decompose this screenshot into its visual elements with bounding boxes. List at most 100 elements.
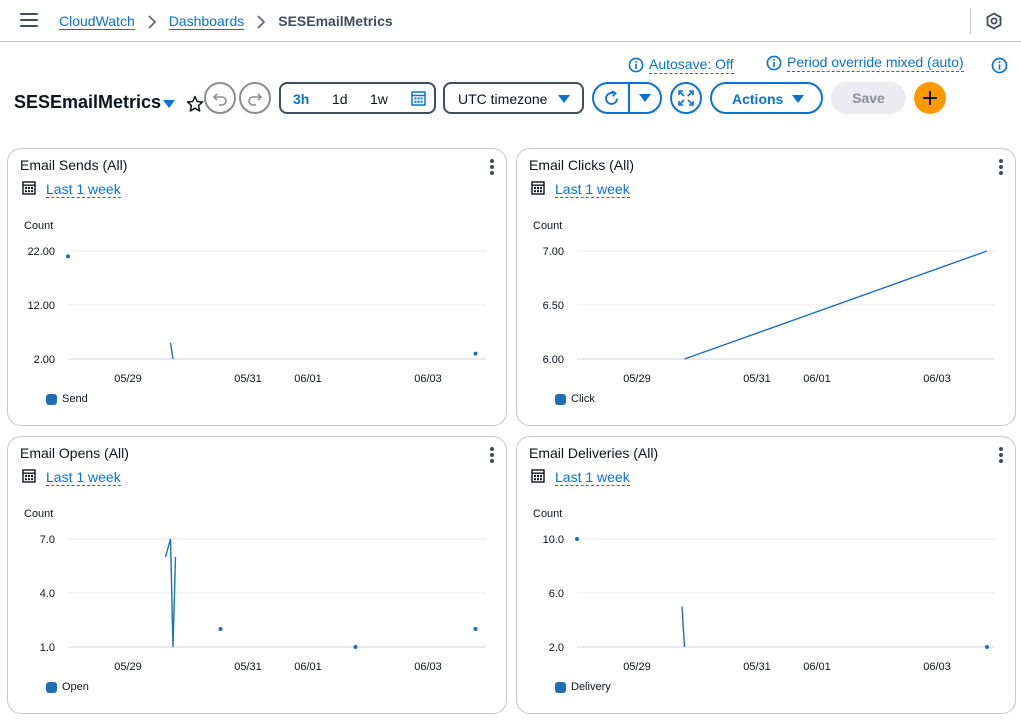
full-screen-button[interactable] (670, 82, 702, 114)
chart-plot: Count 2.00 12.00 22.00 05/29 05/31 06/01 06/03 (24, 220, 486, 385)
data-point[interactable] (985, 645, 989, 649)
x-tick-label: 05/29 (623, 373, 651, 385)
undo-icon (212, 93, 227, 106)
range-1w[interactable]: 1w (370, 91, 388, 107)
widget-menu-icon[interactable] (999, 447, 1003, 463)
star-icon[interactable] (186, 95, 204, 113)
data-point[interactable] (66, 254, 70, 259)
legend-swatch (46, 393, 57, 405)
widget-menu-icon[interactable] (490, 159, 494, 175)
period-override-link[interactable]: Period override mixed (auto) (766, 54, 964, 72)
widget-time-range-link[interactable]: Last 1 week (46, 181, 121, 198)
widget-menu-icon[interactable] (490, 447, 494, 463)
undo-button[interactable] (204, 82, 236, 114)
data-point[interactable] (575, 537, 579, 541)
legend-label: Send (62, 393, 88, 405)
data-point[interactable] (473, 351, 478, 356)
legend-item[interactable]: Open (46, 681, 89, 693)
autosave-label: Autosave: Off (649, 56, 734, 74)
widget-time-range-link[interactable]: Last 1 week (555, 469, 630, 486)
y-tick-label: 4.0 (40, 588, 55, 600)
settings-hexagon-icon[interactable] (985, 12, 1003, 30)
x-tick-label: 06/03 (923, 661, 951, 673)
x-tick-label: 06/01 (294, 661, 322, 673)
calendar-icon (531, 469, 545, 483)
widget-time-range-link[interactable]: Last 1 week (555, 181, 630, 198)
y-axis-label: Count (533, 508, 562, 520)
legend-item[interactable]: Delivery (555, 681, 611, 693)
menu-icon[interactable] (20, 12, 38, 28)
autosave-info-link[interactable]: Autosave: Off (628, 56, 734, 74)
data-point[interactable] (353, 645, 358, 649)
calendar-icon[interactable] (411, 91, 426, 106)
redo-icon (248, 93, 263, 106)
x-tick-label: 05/31 (743, 373, 771, 385)
legend-item[interactable]: Click (555, 393, 595, 405)
y-tick-label: 12.00 (27, 300, 55, 312)
y-tick-label: 6.00 (543, 354, 564, 366)
refresh-button-group (592, 82, 662, 114)
data-point[interactable] (473, 627, 478, 631)
y-tick-label: 22.00 (27, 246, 55, 258)
widget-email-deliveries: Count 2.0 6.0 10.0 05/29 05/31 06/01 06/03 Email… (516, 436, 1016, 714)
caret-down-icon[interactable] (639, 94, 651, 102)
chart-plot: Count 2.0 6.0 10.0 05/29 05/31 06/01 06/03 (533, 508, 995, 673)
breadcrumb-current: SESEmailMetrics (278, 13, 393, 29)
y-tick-label: 2.00 (34, 354, 55, 366)
widget-title: Email Opens (All) (20, 445, 129, 461)
x-tick-label: 06/01 (803, 373, 831, 385)
legend-item[interactable]: Send (46, 393, 88, 405)
range-3h[interactable]: 3h (293, 91, 310, 107)
y-tick-label: 6.0 (549, 588, 564, 600)
chart-plot: Count 1.0 4.0 7.0 05/29 05/31 06/01 06/03 (24, 508, 486, 673)
timezone-select[interactable]: UTC timezone (443, 82, 584, 114)
widget-time-range-link[interactable]: Last 1 week (46, 469, 121, 486)
legend-swatch (555, 393, 566, 405)
series-line[interactable] (684, 250, 988, 360)
widget-email-sends: Count 2.00 12.00 22.00 05/29 05/31 06/01 06/03 E… (7, 148, 507, 426)
x-tick-label: 05/31 (234, 661, 262, 673)
redo-button[interactable] (239, 82, 271, 114)
calendar-icon (22, 181, 36, 195)
dashboard-title: SESEmailMetrics (14, 92, 162, 112)
widget-title: Email Sends (All) (20, 157, 128, 173)
y-tick-label: 7.0 (40, 534, 55, 546)
x-tick-label: 06/01 (803, 661, 831, 673)
save-button[interactable]: Save (831, 82, 906, 114)
y-tick-label: 10.0 (543, 534, 564, 546)
breadcrumb-cloudwatch[interactable]: CloudWatch (59, 13, 135, 29)
x-tick-label: 06/03 (923, 373, 951, 385)
chart-plot: Count 6.00 6.50 7.00 05/29 05/31 06/01 06/03 (533, 220, 995, 385)
x-tick-label: 05/29 (114, 373, 142, 385)
series-line[interactable] (681, 606, 686, 648)
x-tick-label: 05/29 (623, 661, 651, 673)
widget-email-clicks: Count 6.00 6.50 7.00 05/29 05/31 06/01 06/03 Ema… (516, 148, 1016, 426)
legend-label: Click (571, 393, 595, 405)
breadcrumb-dashboards[interactable]: Dashboards (168, 13, 245, 29)
refresh-divider (628, 84, 630, 112)
y-tick-label: 6.50 (543, 300, 564, 312)
info-icon[interactable] (991, 57, 1008, 74)
caret-down-icon[interactable] (163, 100, 175, 108)
legend-label: Open (62, 681, 89, 693)
y-axis-label: Count (533, 220, 562, 232)
top-navigation: CloudWatch Dashboards SESEmailMetrics (0, 0, 1021, 42)
x-tick-label: 06/03 (414, 661, 442, 673)
x-tick-label: 05/31 (743, 661, 771, 673)
y-axis-label: Count (24, 508, 53, 520)
timezone-label: UTC timezone (458, 91, 548, 107)
actions-button[interactable]: Actions (710, 82, 823, 114)
nav-divider (970, 8, 971, 34)
add-widget-button[interactable] (914, 82, 946, 114)
series-line[interactable] (169, 342, 174, 360)
info-icon (766, 55, 782, 71)
widget-email-opens: Count 1.0 4.0 7.0 05/29 05/31 06/01 06/03 Email … (7, 436, 507, 714)
refresh-icon[interactable] (603, 90, 620, 107)
widget-menu-icon[interactable] (999, 159, 1003, 175)
period-override-label: Period override mixed (auto) (787, 54, 964, 72)
series-line[interactable] (164, 538, 177, 648)
data-point[interactable] (218, 627, 223, 631)
breadcrumb: CloudWatch Dashboards SESEmailMetrics (59, 13, 393, 29)
range-1d[interactable]: 1d (332, 91, 348, 107)
chevron-right-icon (147, 14, 157, 29)
